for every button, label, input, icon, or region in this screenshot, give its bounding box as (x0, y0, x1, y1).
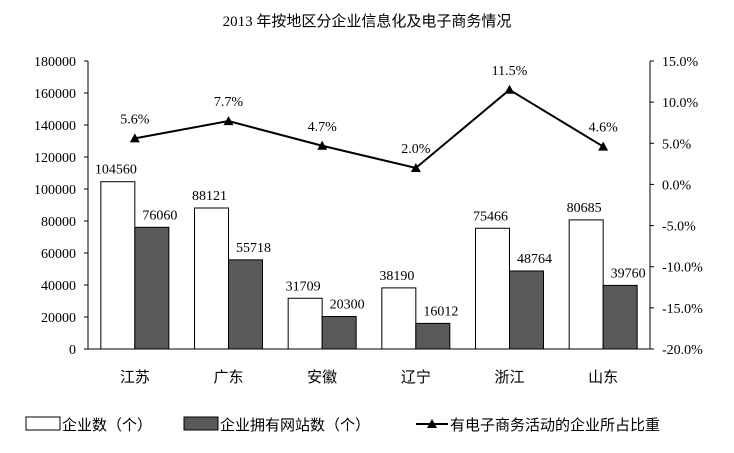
right-tick-label: 5.0% (662, 137, 692, 152)
line-data-label: 4.7% (308, 120, 338, 135)
right-tick-label: -15.0% (662, 302, 703, 317)
left-tick-label: 40000 (41, 279, 76, 294)
bar-data-label: 31709 (286, 279, 321, 294)
ecommerce-share-line (134, 88, 604, 170)
left-tick-label: 0 (69, 343, 76, 358)
triangle-marker (598, 141, 609, 151)
bar-data-label: 80685 (567, 201, 602, 216)
left-tick-label: 100000 (34, 183, 76, 198)
legend-swatch-enterprise-count (25, 416, 61, 431)
line-data-label: 7.7% (214, 95, 244, 110)
right-tick-label: -20.0% (662, 343, 703, 358)
legend-swatch-website-count (183, 416, 219, 431)
right-tick-label: 0.0% (662, 178, 692, 193)
bar-data-label: 88121 (192, 189, 227, 204)
triangle-marker (317, 140, 328, 150)
left-tick-label: 160000 (34, 87, 76, 102)
right-tick-label: 15.0% (662, 55, 699, 70)
website-count-bar (321, 316, 357, 350)
bar-data-label: 16012 (423, 304, 458, 319)
legend-label: 企业数（个） (62, 416, 152, 434)
enterprise-count-bar (381, 287, 417, 350)
bar-data-label: 48764 (517, 252, 552, 267)
enterprise-count-bar (287, 297, 323, 350)
line-data-label: 5.6% (120, 112, 150, 127)
website-count-bar (415, 322, 451, 350)
left-tick-label: 120000 (34, 151, 76, 166)
category-label: 广东 (213, 369, 243, 386)
left-tick-label: 180000 (34, 55, 76, 70)
triangle-marker (129, 133, 140, 143)
bar-data-label: 38190 (379, 269, 414, 284)
left-tick-label: 140000 (34, 119, 76, 134)
category-label: 安徽 (307, 369, 337, 386)
line-data-label: 4.6% (589, 121, 619, 136)
legend-label: 企业拥有网站数（个） (220, 416, 370, 434)
line-data-label: 2.0% (401, 142, 431, 157)
left-tick-label: 20000 (41, 311, 76, 326)
website-count-bar (602, 284, 638, 350)
bar-data-label: 104560 (95, 163, 137, 178)
category-label: 辽宁 (401, 369, 431, 386)
website-count-bar (134, 226, 170, 350)
bar-data-label: 39760 (611, 266, 646, 281)
left-tick-label: 60000 (41, 247, 76, 262)
website-count-bar (509, 270, 544, 350)
category-label: 浙江 (494, 369, 524, 386)
chart-title: 2013 年按地区分企业信息化及电子商务情况 (223, 12, 512, 30)
triangle-marker (504, 84, 515, 94)
category-label: 江苏 (120, 369, 150, 386)
triangle-marker (410, 162, 421, 172)
bar-data-label: 55718 (236, 241, 271, 256)
bar-data-label: 75466 (473, 209, 508, 224)
enterprise-count-bar (194, 207, 229, 350)
right-tick-label: -10.0% (662, 261, 703, 276)
bar-data-label: 20300 (330, 298, 365, 313)
right-tick-label: -5.0% (662, 220, 696, 235)
legend-label: 有电子商务活动的企业所占比重 (450, 416, 660, 434)
triangle-marker (223, 116, 234, 126)
enterprise-count-bar (475, 227, 510, 350)
right-tick-label: 10.0% (662, 96, 699, 111)
category-label: 山东 (588, 369, 618, 386)
left-tick-label: 80000 (41, 215, 76, 230)
bar-data-label: 76060 (142, 208, 177, 223)
legend-triangle-icon (427, 419, 437, 428)
website-count-bar (228, 259, 263, 350)
enterprise-count-bar (568, 219, 604, 350)
enterprise-count-bar (100, 181, 136, 350)
line-data-label: 11.5% (492, 64, 528, 79)
